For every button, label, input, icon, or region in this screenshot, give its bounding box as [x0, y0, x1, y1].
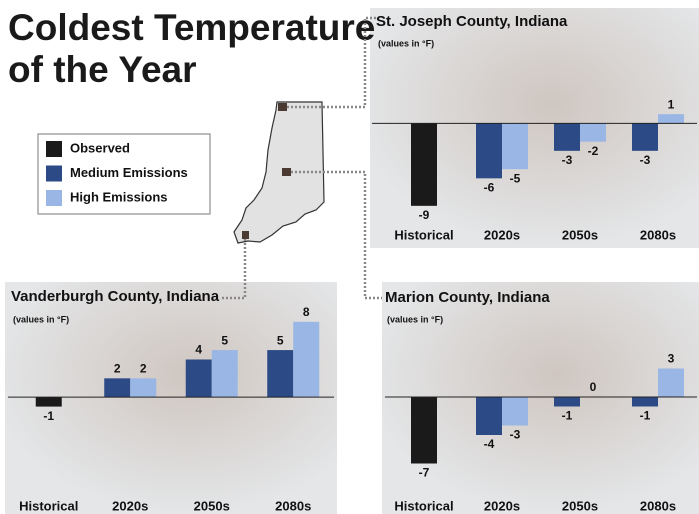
bar: [632, 397, 658, 407]
bar: [185, 359, 212, 398]
bar: [267, 350, 294, 398]
bar: [658, 114, 684, 124]
value-label: -1: [640, 409, 651, 423]
value-label: -3: [562, 153, 573, 167]
chart-title: Marion County, Indiana: [385, 289, 550, 306]
bar: [476, 123, 502, 179]
value-label: 2: [114, 362, 121, 376]
bar: [130, 378, 157, 398]
value-label: -3: [510, 428, 521, 442]
value-label: -7: [419, 466, 430, 480]
chart-subtitle: (values in °F): [378, 38, 434, 48]
value-label: 0: [590, 380, 597, 394]
bar: [632, 123, 658, 151]
value-label: -4: [484, 437, 495, 451]
value-label: -5: [510, 171, 521, 185]
bar: [554, 397, 580, 407]
x-tick-label: 2050s: [194, 498, 230, 513]
bar: [476, 397, 502, 435]
value-label: 1: [668, 97, 675, 111]
legend-label: Observed: [70, 140, 130, 155]
x-tick-label: 2020s: [112, 498, 148, 513]
main-title: of the Year: [8, 49, 197, 90]
value-label: 4: [195, 343, 202, 357]
bar: [293, 321, 320, 398]
legend-swatch: [46, 190, 62, 206]
x-tick-label: Historical: [394, 227, 453, 242]
bar: [502, 397, 528, 426]
x-tick-label: 2020s: [484, 498, 520, 513]
bar: [104, 378, 131, 398]
bar: [502, 123, 528, 170]
value-label: -9: [419, 208, 430, 222]
indiana-map: [222, 16, 382, 300]
x-tick-label: Historical: [19, 498, 78, 513]
legend-label: Medium Emissions: [70, 165, 188, 180]
bar: [35, 397, 62, 407]
legend-swatch: [46, 141, 62, 157]
value-label: -1: [562, 409, 573, 423]
legend-label: High Emissions: [70, 189, 168, 204]
x-tick-label: 2080s: [640, 498, 676, 513]
legend-box: [37, 133, 211, 215]
chart-subtitle: (values in °F): [387, 314, 443, 324]
x-tick-label: 2050s: [562, 227, 598, 242]
main-title: Coldest Temperature: [8, 7, 375, 48]
value-label: 8: [303, 305, 310, 319]
value-label: 5: [277, 333, 284, 347]
bar: [554, 123, 580, 151]
legend-swatch: [46, 165, 62, 182]
x-tick-label: 2080s: [275, 498, 311, 513]
bar: [411, 123, 437, 206]
bar: [411, 397, 437, 464]
chart-title: St. Joseph County, Indiana: [376, 13, 568, 30]
value-label: -6: [484, 181, 495, 195]
bar: [211, 350, 238, 398]
value-label: 5: [221, 333, 228, 347]
chart-subtitle: (values in °F): [13, 314, 69, 324]
bar: [580, 123, 606, 142]
x-tick-label: 2080s: [640, 227, 676, 242]
value-label: -2: [588, 144, 599, 158]
x-tick-label: Historical: [394, 498, 453, 513]
x-tick-label: 2020s: [484, 227, 520, 242]
chart-title: Vanderburgh County, Indiana: [11, 288, 220, 305]
value-label: -3: [640, 153, 651, 167]
value-label: -1: [43, 409, 54, 423]
value-label: 2: [140, 362, 147, 376]
x-tick-label: 2050s: [562, 498, 598, 513]
value-label: 3: [668, 352, 675, 366]
bar: [658, 368, 684, 397]
